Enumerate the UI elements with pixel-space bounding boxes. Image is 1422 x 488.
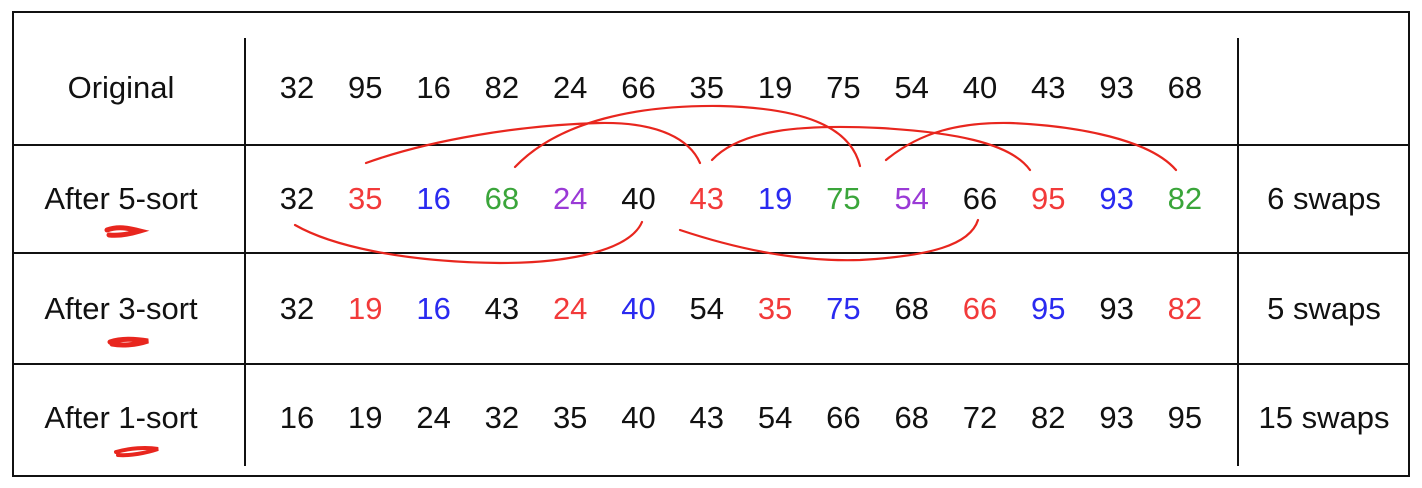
arc-32-to-40 <box>293 220 644 265</box>
value-cell: 35 <box>348 181 383 216</box>
table-frame <box>12 11 1410 477</box>
value-cell: 68 <box>894 400 929 435</box>
value-cell: 43 <box>689 181 725 216</box>
value-cell: 40 <box>621 181 656 216</box>
value-cell: 54 <box>757 400 793 435</box>
swap-count: 5 swaps <box>1267 291 1381 326</box>
value-cell: 66 <box>962 181 998 216</box>
value-cell: 35 <box>689 70 725 105</box>
value-cell: 19 <box>348 400 383 435</box>
row-divider <box>12 252 1410 254</box>
value-cell: 40 <box>621 400 656 435</box>
column-divider <box>244 38 246 466</box>
row-divider <box>12 363 1410 365</box>
value-cell: 82 <box>1031 400 1066 435</box>
row-label: After 5-sort <box>44 181 198 216</box>
value-cell: 16 <box>416 70 451 105</box>
value-cell: 16 <box>279 400 315 435</box>
value-cell: 19 <box>348 291 383 326</box>
row-divider <box>12 144 1410 146</box>
value-cell: 32 <box>484 400 520 435</box>
value-cell: 32 <box>279 70 315 105</box>
value-cell: 54 <box>894 181 929 216</box>
value-cell: 16 <box>416 181 451 216</box>
value-cell: 43 <box>689 400 725 435</box>
row-label: After 3-sort <box>44 291 198 326</box>
value-cell: 93 <box>1099 70 1134 105</box>
value-cell: 24 <box>416 400 451 435</box>
underline-mark-3 <box>107 336 149 348</box>
value-cell: 66 <box>962 291 998 326</box>
underline-mark-5 <box>104 225 150 238</box>
row-label: After 1-sort <box>44 400 198 435</box>
value-cell: 54 <box>689 291 725 326</box>
swap-count: 6 swaps <box>1267 181 1381 216</box>
arc-66-to-43 <box>710 125 1032 172</box>
value-cell: 66 <box>826 400 861 435</box>
arc-68-to-82 <box>884 121 1178 172</box>
value-cell: 93 <box>1099 181 1134 216</box>
value-cell: 75 <box>826 70 861 105</box>
value-cell: 43 <box>1031 70 1066 105</box>
value-cell: 75 <box>826 181 861 216</box>
value-cell: 95 <box>1031 181 1066 216</box>
value-cell: 95 <box>1167 400 1203 435</box>
value-cell: 32 <box>279 181 315 216</box>
swap-count: 15 swaps <box>1258 400 1390 435</box>
value-cell: 35 <box>757 291 793 326</box>
value-cell: 82 <box>484 70 520 105</box>
value-cell: 43 <box>484 291 520 326</box>
value-cell: 75 <box>826 291 861 326</box>
value-cell: 40 <box>621 291 656 326</box>
value-cell: 16 <box>416 291 451 326</box>
value-cell: 24 <box>552 291 588 326</box>
value-cell: 72 <box>962 400 998 435</box>
value-cell: 19 <box>757 70 793 105</box>
value-cell: 40 <box>962 70 998 105</box>
arc-43-to-66 <box>678 218 980 262</box>
value-cell: 54 <box>894 70 929 105</box>
value-cell: 95 <box>348 70 383 105</box>
arc-95-to-35 <box>364 121 702 165</box>
underline-mark-1 <box>114 446 159 458</box>
value-cell: 82 <box>1167 291 1203 326</box>
value-cell: 32 <box>279 291 315 326</box>
row-label: Original <box>67 70 175 105</box>
value-cell: 95 <box>1031 291 1066 326</box>
value-cell: 68 <box>484 181 520 216</box>
value-cell: 93 <box>1099 400 1134 435</box>
column-divider <box>1237 38 1239 466</box>
value-cell: 24 <box>552 70 588 105</box>
value-cell: 68 <box>1167 70 1203 105</box>
value-cell: 93 <box>1099 291 1134 326</box>
value-cell: 68 <box>894 291 929 326</box>
value-cell: 66 <box>621 70 656 105</box>
value-cell: 24 <box>552 181 588 216</box>
value-cell: 82 <box>1167 181 1203 216</box>
value-cell: 19 <box>757 181 793 216</box>
arc-82-to-68 <box>513 104 862 169</box>
value-cell: 35 <box>552 400 588 435</box>
